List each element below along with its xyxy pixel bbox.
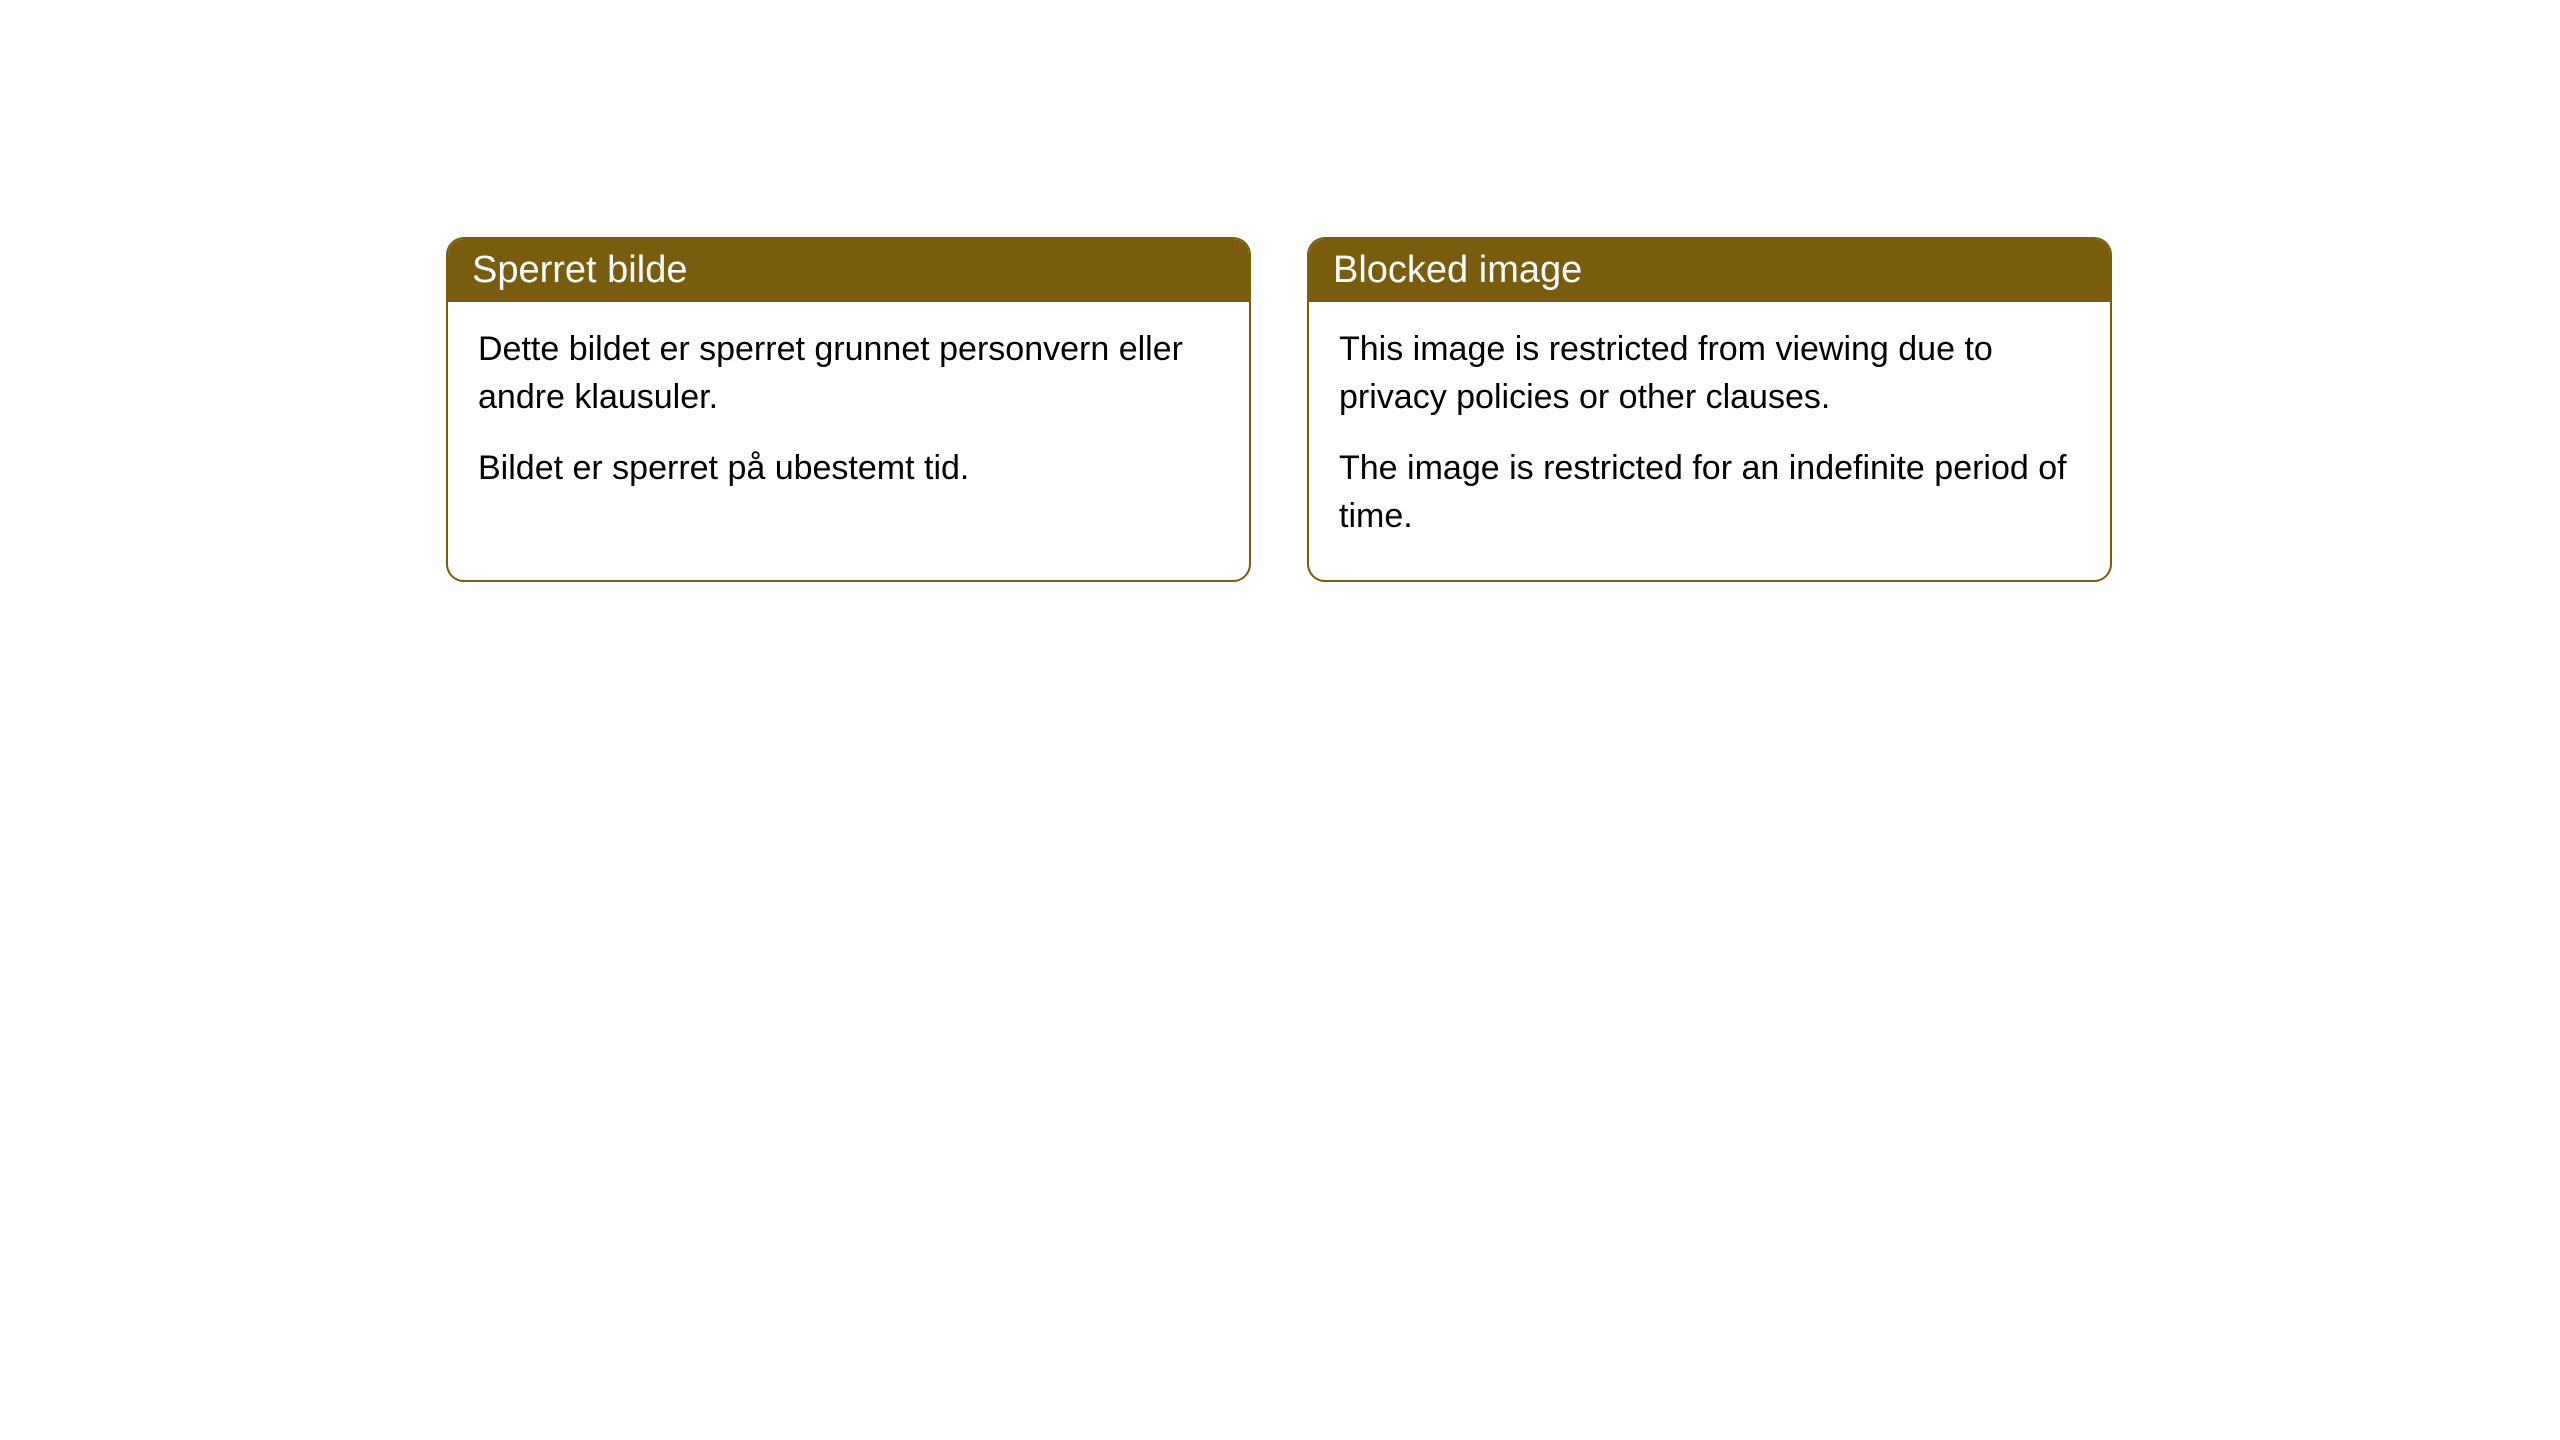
card-text-no-1: Dette bildet er sperret grunnet personve… [478, 326, 1219, 421]
blocked-image-card-no: Sperret bilde Dette bildet er sperret gr… [446, 237, 1251, 582]
card-text-no-2: Bildet er sperret på ubestemt tid. [478, 445, 1219, 493]
card-header-no: Sperret bilde [448, 239, 1249, 302]
card-body-no: Dette bildet er sperret grunnet personve… [448, 302, 1249, 533]
cards-container: Sperret bilde Dette bildet er sperret gr… [446, 237, 2112, 582]
card-body-en: This image is restricted from viewing du… [1309, 302, 2110, 580]
blocked-image-card-en: Blocked image This image is restricted f… [1307, 237, 2112, 582]
card-header-en: Blocked image [1309, 239, 2110, 302]
card-text-en-2: The image is restricted for an indefinit… [1339, 445, 2080, 540]
card-text-en-1: This image is restricted from viewing du… [1339, 326, 2080, 421]
